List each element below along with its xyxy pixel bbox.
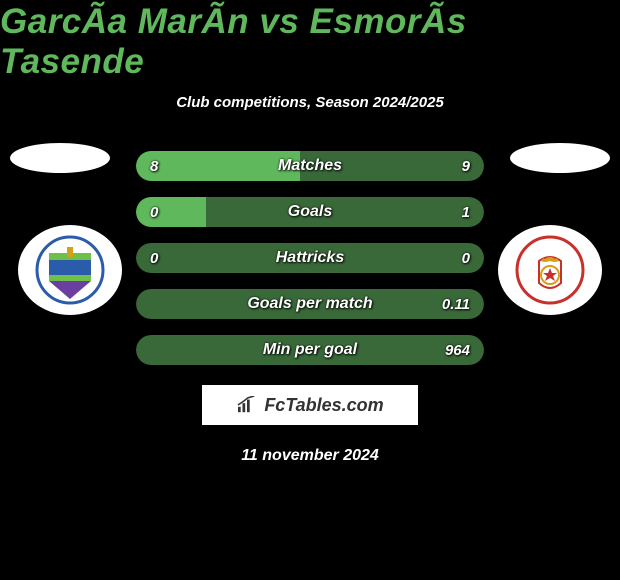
stat-label: Hattricks [276, 249, 344, 267]
stat-label: Matches [278, 157, 342, 175]
photo-oval [510, 143, 610, 173]
left-player-photo [10, 143, 110, 173]
stat-label: Goals [288, 203, 332, 221]
left-club-badge [18, 225, 122, 315]
stat-right-value: 964 [445, 342, 470, 359]
stat-label: Goals per match [247, 295, 372, 313]
stat-bars: 8 Matches 9 0 Goals 1 0 Hattricks 0 Goals per mat… [136, 151, 484, 365]
stat-label: Min per goal [263, 341, 357, 359]
stat-bar: Min per goal 964 [136, 335, 484, 365]
comparison-card: GarcÃa MarÃn vs EsmorÃs Tasende Club com… [0, 0, 620, 465]
subtitle: Club competitions, Season 2024/2025 [176, 94, 444, 111]
photo-oval [10, 143, 110, 173]
chart-icon [236, 396, 258, 414]
badge-circle [18, 225, 122, 315]
stat-bar: 8 Matches 9 [136, 151, 484, 181]
stat-right-value: 0 [462, 250, 470, 267]
zaragoza-crest-icon [515, 235, 585, 305]
page-title: GarcÃa MarÃn vs EsmorÃs Tasende [0, 2, 620, 82]
malaga-crest-icon [35, 235, 105, 305]
stats-section: 8 Matches 9 0 Goals 1 0 Hattricks 0 Goals per mat… [0, 151, 620, 365]
stat-bar: Goals per match 0.11 [136, 289, 484, 319]
badge-circle [498, 225, 602, 315]
stat-right-value: 9 [462, 158, 470, 175]
date-text: 11 november 2024 [241, 447, 379, 465]
stat-bar: 0 Hattricks 0 [136, 243, 484, 273]
stat-left-value: 0 [150, 204, 158, 221]
stat-bar: 0 Goals 1 [136, 197, 484, 227]
right-club-badge [498, 225, 602, 315]
stat-right-value: 0.11 [442, 296, 470, 313]
right-player-photo [510, 143, 610, 173]
brand-box[interactable]: FcTables.com [202, 385, 418, 425]
stat-right-value: 1 [462, 204, 470, 221]
stat-left-value: 8 [150, 158, 158, 175]
brand-text: FcTables.com [264, 395, 383, 416]
stat-left-value: 0 [150, 250, 158, 267]
